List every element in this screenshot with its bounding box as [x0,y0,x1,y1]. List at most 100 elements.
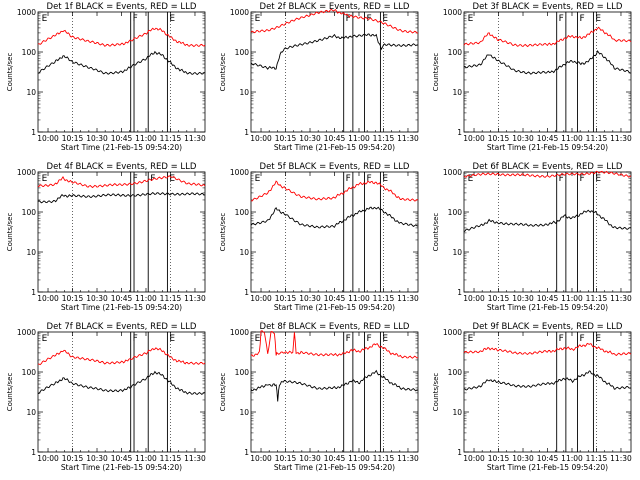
y-tick-label: 10 [26,88,36,97]
events-series-line [463,50,632,75]
lld-series-line [463,26,632,48]
x-axis-label: Start Time (21-Feb-15 09:54:20) [487,143,608,152]
x-axis-label: Start Time (21-Feb-15 09:54:20) [487,463,608,472]
chart-title: Det 6f BLACK = Events, RED = LLD [473,162,623,172]
lld-series-line [250,8,419,34]
x-tick-label: 11:15 [373,134,395,143]
events-series-line [250,33,418,70]
x-tick-label: 10:30 [86,134,108,143]
events-series-line [37,50,206,76]
y-tick-label: 100 [22,208,37,217]
chart-title: Det 5f BLACK = Events, RED = LLD [260,162,410,172]
marker-label: E [42,334,48,344]
marker-label: F [133,334,138,344]
y-tick-label: 100 [448,368,463,377]
y-tick-label: 100 [235,208,250,217]
x-tick-label: 11:15 [586,294,608,303]
y-axis-label: Counts/sec [6,213,14,252]
y-axis-label: Counts/sec [432,213,440,252]
events-series-line [250,206,419,229]
chart-title: Det 9f BLACK = Events, RED = LLD [473,322,623,332]
x-tick-label: 11:30 [610,134,632,143]
x-tick-label: 10:15 [62,294,84,303]
x-tick-label: 11:00 [348,294,370,303]
events-series-line [250,369,419,402]
y-tick-label: 1000 [443,168,462,177]
x-axis-label: Start Time (21-Feb-15 09:54:20) [274,143,395,152]
x-axis-label: Start Time (21-Feb-15 09:54:20) [61,143,182,152]
chart-title: Det 3f BLACK = Events, RED = LLD [473,2,623,12]
events-series-line [38,370,206,396]
marker-label: F [367,174,372,184]
x-axis-label: Start Time (21-Feb-15 09:54:20) [61,463,182,472]
y-tick-label: 100 [22,368,37,377]
y-axis-label: Counts/sec [432,373,440,412]
events-series-line [463,370,632,391]
events-series-line [463,209,632,233]
x-tick-label: 11:30 [184,294,206,303]
lld-series-line [37,175,206,189]
x-tick-label: 11:15 [160,134,182,143]
x-tick-label: 10:45 [537,134,559,143]
chart-title: Det 2f BLACK = Events, RED = LLD [260,2,410,12]
lld-series-line [250,330,419,359]
y-tick-label: 10 [239,88,249,97]
y-tick-label: 1 [31,288,36,297]
plot-frame [250,171,419,293]
y-tick-label: 100 [235,368,250,377]
y-tick-label: 10 [239,248,249,257]
y-axis-label: Counts/sec [219,53,227,92]
x-tick-label: 11:15 [160,454,182,463]
x-tick-label: 10:00 [37,134,59,143]
x-axis-label: Start Time (21-Feb-15 09:54:20) [274,303,395,312]
y-axis-label: Counts/sec [432,53,440,92]
x-tick-label: 10:45 [111,134,133,143]
marker-label: F [559,334,564,344]
marker-label: E [468,174,474,184]
x-tick-label: 10:15 [275,134,297,143]
marker-label: F [133,174,138,184]
y-tick-label: 1000 [443,8,462,17]
x-tick-label: 10:45 [324,454,346,463]
marker-label: E [169,334,175,344]
x-tick-label: 10:00 [37,294,59,303]
y-tick-label: 1000 [230,8,249,17]
x-tick-label: 10:45 [324,134,346,143]
y-tick-label: 1 [31,128,36,137]
y-tick-label: 10 [26,408,36,417]
x-tick-label: 10:15 [488,454,510,463]
marker-label: E [255,334,261,344]
marker-label: E [169,174,175,184]
y-axis-label: Counts/sec [6,373,14,412]
x-tick-label: 11:00 [561,454,583,463]
x-tick-label: 10:30 [512,134,534,143]
plot-frame [463,171,632,293]
x-tick-label: 10:00 [250,294,272,303]
marker-label: E [255,174,261,184]
y-tick-label: 10 [452,88,462,97]
x-tick-label: 11:00 [135,134,157,143]
marker-label: F [580,14,585,24]
x-axis-label: Start Time (21-Feb-15 09:54:20) [274,463,395,472]
marker-label: E [382,14,388,24]
x-tick-label: 10:00 [37,454,59,463]
chart-title: Det 4f BLACK = Events, RED = LLD [47,162,197,172]
x-tick-label: 10:00 [250,454,272,463]
marker-label: E [595,334,601,344]
marker-label: E [42,174,48,184]
lld-series-line [37,27,206,48]
chart-title: Det 7f BLACK = Events, RED = LLD [47,322,197,332]
x-tick-label: 10:15 [62,134,84,143]
marker-label: E [595,174,601,184]
x-tick-label: 11:30 [397,454,419,463]
plot-frame [463,331,632,453]
x-tick-label: 11:15 [160,294,182,303]
x-tick-label: 11:15 [373,454,395,463]
